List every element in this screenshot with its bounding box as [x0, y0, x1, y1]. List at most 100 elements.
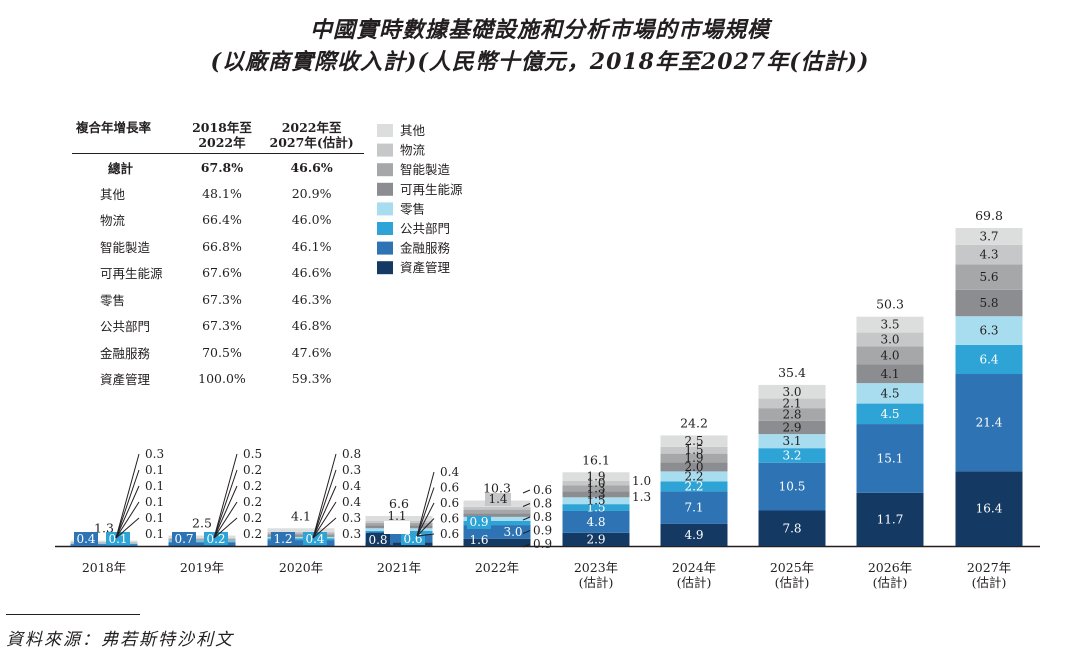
title-line-2: (以廠商實際收入計)(人民幣十億元，2018年至2027年(估計)) — [210, 49, 870, 75]
callout-line — [213, 485, 238, 539]
legend-label: 零售 — [400, 201, 425, 216]
cagr-row: 其他 48.1% 20.9% — [72, 180, 364, 207]
cagr-row-label: 其他 — [100, 186, 126, 202]
cagr-value-2022-2027: 46.6% — [291, 265, 332, 281]
data-label: 2.0 — [684, 460, 703, 474]
data-label: 1.0 — [586, 476, 605, 490]
data-label: 3.1 — [782, 434, 801, 448]
cagr-row: 資產管理 100.0% 59.3% — [72, 366, 364, 393]
data-label: 0.2 — [206, 532, 225, 546]
bar-segment — [168, 535, 236, 538]
data-label: 0.2 — [243, 463, 262, 477]
data-label: 1.9 — [586, 470, 605, 484]
data-label: 2.9 — [782, 420, 801, 434]
data-label: 0.3 — [145, 447, 164, 461]
legend-swatch — [377, 222, 393, 235]
bar-segment — [168, 538, 236, 540]
cagr-value-2018-2022: 66.4% — [202, 212, 242, 228]
cagr-value-2022-2027: 46.1% — [291, 238, 332, 254]
bar-segment — [562, 532, 630, 546]
callout-line — [416, 533, 435, 537]
total-label: 6.6 — [389, 496, 409, 511]
cagr-row-label: 零售 — [100, 292, 126, 308]
data-label: 0.3 — [342, 511, 361, 525]
data-label: 1.3 — [586, 487, 605, 501]
bar-segment — [856, 424, 924, 493]
x-tick-label: (估計) — [775, 575, 810, 590]
bar-segment — [856, 383, 924, 404]
cagr-value-2022-2027: 59.3% — [291, 371, 332, 387]
legend-swatch — [377, 182, 393, 196]
data-label: 4.0 — [880, 348, 899, 362]
bar-segment — [365, 533, 433, 543]
bar-segment — [955, 244, 1023, 265]
source-divider — [6, 614, 140, 615]
cagr-value-2022-2027: 46.0% — [291, 212, 332, 228]
legend-swatch — [377, 124, 393, 137]
bar-segment — [463, 513, 531, 517]
data-label: 4.1 — [880, 367, 899, 381]
bar-segment — [168, 537, 236, 539]
bar-segment — [856, 346, 924, 365]
data-label: 7.1 — [684, 501, 703, 515]
legend-label: 資產管理 — [400, 260, 451, 275]
data-label: 1.2 — [273, 532, 292, 546]
callout-line — [213, 501, 238, 539]
data-label: 7.8 — [782, 521, 801, 535]
total-label: 24.2 — [680, 415, 708, 430]
callout-line — [115, 469, 140, 539]
cagr-value-2018-2022: 70.5% — [202, 344, 242, 360]
data-label: 0.1 — [145, 479, 164, 493]
callout-line — [312, 453, 337, 539]
data-label: 0.4 — [76, 532, 95, 546]
bar-segment — [955, 344, 1023, 375]
data-label: 2.2 — [684, 469, 703, 483]
callout-line — [522, 516, 531, 521]
cagr-value-2018-2022: 67.6% — [202, 265, 242, 281]
cagr-value-2018-2022: 67.3% — [202, 291, 242, 307]
data-label: 0.9 — [469, 515, 488, 529]
legend-label: 智能製造 — [400, 162, 451, 177]
bar-segment — [660, 462, 728, 472]
x-tick-label: 2023年 — [574, 560, 618, 575]
data-label: 0.7 — [174, 532, 193, 546]
callout-line — [213, 453, 238, 539]
x-tick-label: (估計) — [873, 575, 908, 590]
data-label: 0.2 — [243, 511, 262, 525]
data-label: 4.5 — [880, 386, 899, 400]
x-tick-label: 2022年 — [475, 560, 519, 575]
data-label-box — [172, 532, 196, 545]
data-label: 2.8 — [782, 408, 801, 422]
data-label: 0.2 — [243, 479, 262, 493]
total-label: 2.5 — [192, 516, 212, 531]
data-label-box — [467, 516, 491, 529]
data-label: 0.8 — [368, 533, 387, 547]
x-tick-label: 2018年 — [82, 560, 126, 575]
data-label: 0.8 — [533, 510, 552, 524]
bar-segment — [562, 472, 630, 481]
data-label: 3.0 — [503, 525, 522, 539]
bar-segment — [365, 542, 433, 546]
source-note: 資料來源：弗若斯特沙利文 — [6, 630, 234, 650]
data-label-box — [384, 521, 410, 534]
x-tick-label: (估計) — [677, 575, 712, 590]
bar-segment — [168, 540, 236, 542]
total-label: 16.1 — [582, 452, 610, 467]
cagr-row: 零售 67.3% 46.3% — [72, 286, 364, 313]
bar-segment — [758, 408, 826, 421]
data-label: 3.5 — [880, 318, 899, 332]
chart-title: 中國實時數據基礎設施和分析市場的市場規模 (以廠商實際收入計)(人民幣十億元，2… — [0, 14, 1080, 78]
x-tick-label: 2027年 — [967, 560, 1011, 575]
data-label: 0.1 — [145, 463, 164, 477]
data-label: 3.2 — [782, 448, 801, 462]
data-label: 1.5 — [684, 443, 703, 457]
bar-segment — [758, 434, 826, 449]
bar-segment — [955, 471, 1023, 546]
bar-segment — [955, 374, 1023, 472]
cagr-row: 總計 67.8% 46.6% — [72, 154, 364, 181]
legend-label: 公共部門 — [400, 221, 450, 236]
legend-label: 可再生能源 — [400, 182, 463, 197]
bar-segment — [955, 264, 1023, 290]
callout-line — [213, 469, 238, 539]
data-label-box — [204, 532, 228, 545]
